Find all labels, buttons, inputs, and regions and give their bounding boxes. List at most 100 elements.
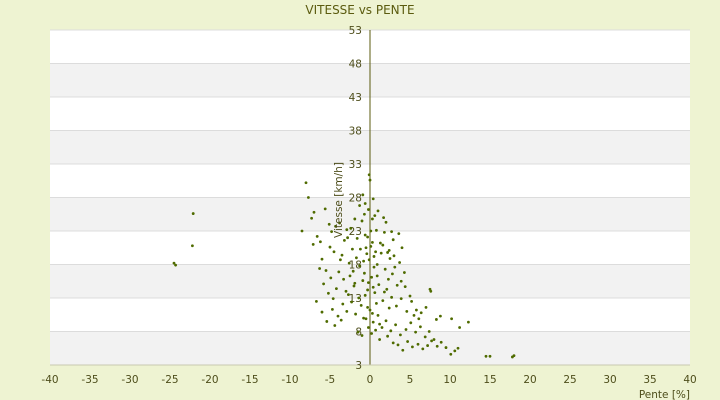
x-tick-label: -10 bbox=[281, 374, 298, 386]
data-point bbox=[375, 263, 379, 266]
data-point bbox=[399, 279, 403, 283]
data-point bbox=[360, 219, 364, 223]
data-point bbox=[336, 314, 340, 318]
data-point bbox=[324, 269, 328, 272]
data-point bbox=[401, 348, 405, 352]
data-point bbox=[398, 261, 401, 264]
x-tick-label: 25 bbox=[563, 374, 576, 386]
data-point bbox=[333, 324, 337, 327]
x-tick-label: -30 bbox=[121, 374, 138, 386]
data-point bbox=[361, 193, 365, 197]
data-point bbox=[327, 222, 331, 226]
data-point bbox=[329, 276, 333, 280]
data-point bbox=[393, 265, 397, 269]
data-point bbox=[397, 232, 401, 236]
data-point bbox=[366, 305, 369, 309]
data-point bbox=[374, 328, 377, 332]
data-point bbox=[376, 209, 380, 213]
data-point bbox=[358, 264, 361, 268]
data-point bbox=[311, 243, 315, 246]
data-point bbox=[304, 181, 308, 185]
data-point bbox=[458, 326, 461, 329]
x-axis-label: Pente [%] bbox=[639, 389, 690, 400]
data-point bbox=[355, 256, 358, 260]
data-point bbox=[363, 233, 367, 237]
y-tick-label: 48 bbox=[349, 59, 362, 71]
data-point bbox=[362, 259, 365, 263]
data-point bbox=[385, 287, 389, 291]
data-point bbox=[320, 310, 324, 314]
data-point bbox=[361, 279, 365, 282]
data-point bbox=[416, 342, 420, 346]
data-point bbox=[408, 294, 412, 298]
data-point bbox=[389, 329, 393, 333]
data-point bbox=[406, 340, 409, 343]
data-point bbox=[368, 308, 372, 312]
data-point bbox=[456, 346, 460, 350]
data-point bbox=[387, 277, 390, 281]
data-point bbox=[363, 293, 367, 297]
data-point bbox=[390, 230, 393, 234]
data-point bbox=[354, 312, 357, 316]
data-point bbox=[369, 229, 373, 233]
data-point bbox=[412, 314, 416, 317]
data-point bbox=[384, 220, 388, 224]
data-point bbox=[375, 228, 378, 232]
data-point bbox=[417, 317, 421, 321]
y-tick-label: 38 bbox=[349, 126, 362, 138]
data-point bbox=[335, 287, 338, 291]
data-point bbox=[419, 325, 422, 329]
data-point bbox=[172, 261, 176, 265]
data-point bbox=[367, 258, 371, 262]
x-tick-label: 10 bbox=[443, 374, 456, 386]
data-point bbox=[343, 238, 346, 242]
data-point bbox=[403, 271, 406, 274]
data-point bbox=[315, 299, 318, 303]
data-point bbox=[372, 255, 376, 258]
data-point bbox=[355, 236, 359, 240]
data-point bbox=[352, 284, 356, 288]
data-point bbox=[342, 277, 345, 281]
data-point bbox=[484, 354, 488, 358]
y-tick-label: 13 bbox=[349, 293, 362, 305]
data-point bbox=[390, 295, 393, 299]
data-point bbox=[387, 306, 391, 310]
data-point bbox=[419, 311, 423, 315]
data-point bbox=[383, 267, 387, 271]
data-point bbox=[378, 338, 381, 341]
data-point bbox=[362, 316, 365, 320]
data-point bbox=[312, 210, 316, 214]
data-point bbox=[488, 354, 492, 358]
data-point bbox=[360, 334, 364, 337]
data-point bbox=[467, 320, 470, 324]
data-point bbox=[364, 246, 368, 250]
data-point bbox=[367, 281, 370, 284]
data-point bbox=[345, 310, 349, 313]
data-point bbox=[353, 281, 357, 285]
data-point bbox=[191, 244, 194, 248]
x-tick-label: -40 bbox=[41, 374, 58, 386]
data-point bbox=[371, 285, 375, 289]
data-point bbox=[421, 347, 425, 351]
data-point bbox=[348, 274, 352, 278]
data-point bbox=[330, 230, 333, 234]
data-point bbox=[375, 274, 379, 278]
data-point bbox=[512, 354, 516, 358]
data-point bbox=[318, 267, 321, 270]
data-point bbox=[367, 173, 371, 177]
data-point bbox=[391, 272, 394, 276]
data-point bbox=[392, 254, 396, 258]
data-point bbox=[359, 303, 363, 307]
data-point bbox=[386, 334, 389, 338]
data-point bbox=[426, 344, 429, 347]
data-point bbox=[344, 289, 348, 293]
y-tick-label: 28 bbox=[349, 193, 362, 205]
data-point bbox=[427, 330, 431, 333]
chart-title: VITESSE vs PENTE bbox=[305, 3, 414, 17]
data-point bbox=[369, 245, 373, 248]
data-point bbox=[384, 319, 388, 323]
data-point bbox=[341, 302, 345, 306]
data-point bbox=[395, 304, 398, 308]
data-point bbox=[366, 288, 369, 292]
